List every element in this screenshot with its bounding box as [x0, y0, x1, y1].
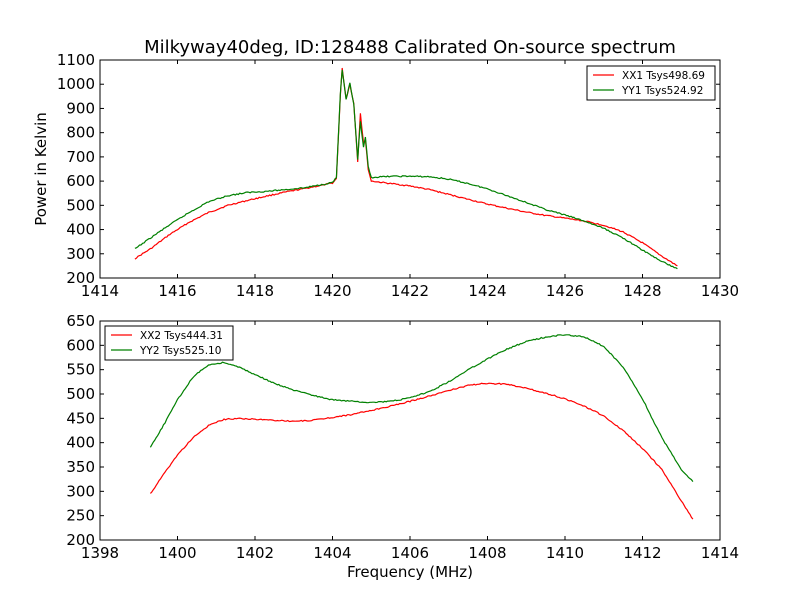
- y-tick-label: 200: [66, 269, 95, 287]
- y-tick-label: 600: [66, 336, 95, 354]
- x-tick-label: 1426: [546, 282, 584, 300]
- legend-box: [586, 65, 716, 101]
- x-tick-label: 1400: [158, 544, 196, 562]
- x-tick-label: 1420: [313, 282, 351, 300]
- legend-box: [104, 325, 234, 361]
- y-tick-label: 800: [66, 124, 95, 142]
- y-tick-label: 300: [66, 482, 95, 500]
- x-tick-label: 1414: [701, 544, 739, 562]
- y-tick-label: 400: [66, 434, 95, 452]
- y-tick-label: 500: [66, 196, 95, 214]
- figure-title: Milkyway40deg, ID:128488 Calibrated On-s…: [144, 37, 676, 58]
- top-y-axis-label: Power in Kelvin: [32, 112, 50, 226]
- y-tick-label: 550: [66, 361, 95, 379]
- y-tick-label: 350: [66, 458, 95, 476]
- x-tick-label: 1408: [468, 544, 506, 562]
- x-tick-label: 1406: [391, 544, 429, 562]
- y-tick-label: 400: [66, 221, 95, 239]
- y-tick-label: 500: [66, 385, 95, 403]
- y-tick-label: 700: [66, 148, 95, 166]
- y-tick-label: 200: [66, 531, 95, 549]
- y-tick-label: 1100: [57, 51, 95, 69]
- x-tick-label: 1410: [546, 544, 584, 562]
- bottom-x-axis-label: Frequency (MHz): [347, 563, 473, 581]
- x-tick-label: 1428: [623, 282, 661, 300]
- y-tick-label: 450: [66, 409, 95, 427]
- x-tick-label: 1402: [236, 544, 274, 562]
- x-tick-label: 1404: [313, 544, 351, 562]
- x-tick-label: 1422: [391, 282, 429, 300]
- legend-label-1: XX1 Tsys498.69: [622, 70, 705, 82]
- y-tick-label: 600: [66, 172, 95, 190]
- top-panel: 1414 1416 1418 1420 1422 1424 1426 1428 1430 200 3…: [57, 51, 739, 300]
- x-tick-label: 1418: [236, 282, 274, 300]
- y-tick-label: 250: [66, 507, 95, 525]
- x-tick-label: 1414: [81, 282, 119, 300]
- legend: XX2 Tsys444.31 YY2 Tsys525.10: [104, 325, 234, 361]
- legend: XX1 Tsys498.69 YY1 Tsys524.92: [586, 65, 716, 101]
- bottom-panel: 1398 1400 1402 1404 1406 1408 1410 1412 1414 200 2…: [66, 312, 739, 562]
- series-line-2: [134, 69, 678, 270]
- x-tick-label: 1424: [468, 282, 506, 300]
- legend-label-1: XX2 Tsys444.31: [140, 330, 223, 342]
- legend-label-2: YY1 Tsys524.92: [621, 85, 703, 97]
- y-tick-label: 1000: [57, 75, 95, 93]
- series-line-1: [149, 382, 694, 520]
- y-tick-label: 900: [66, 99, 95, 117]
- y-tick-label: 650: [66, 312, 95, 330]
- legend-label-2: YY2 Tsys525.10: [139, 345, 221, 357]
- x-tick-label: 1430: [701, 282, 739, 300]
- x-tick-label: 1412: [623, 544, 661, 562]
- x-tick-label: 1398: [81, 544, 119, 562]
- series-line-2: [149, 334, 694, 482]
- y-tick-label: 300: [66, 245, 95, 263]
- x-tick-label: 1416: [158, 282, 196, 300]
